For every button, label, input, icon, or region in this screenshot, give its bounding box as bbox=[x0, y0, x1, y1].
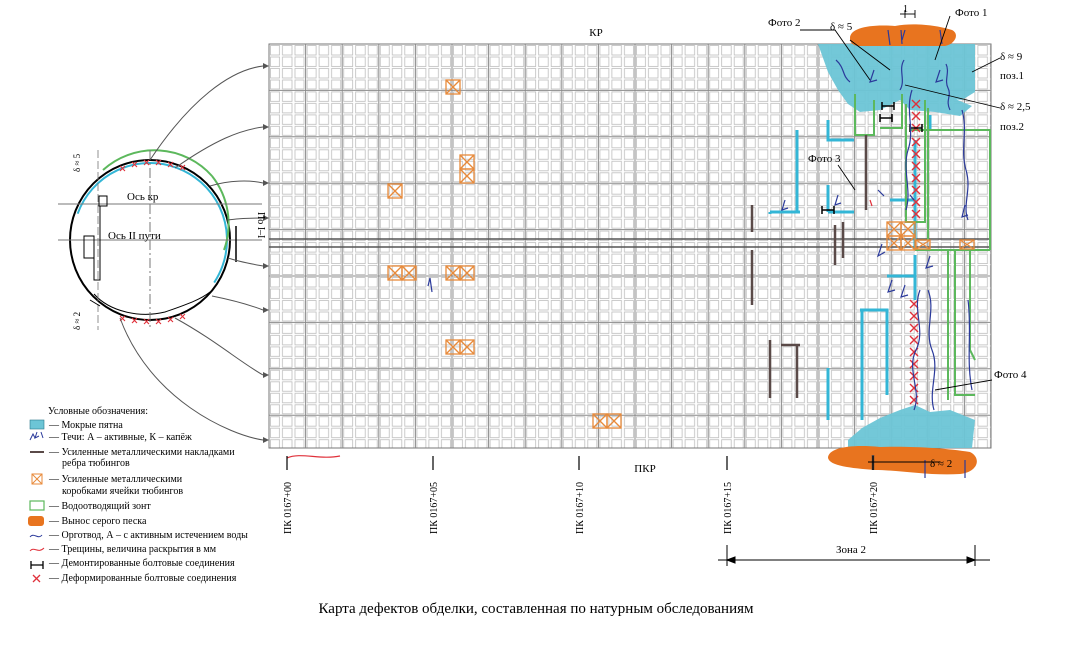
station-label: ПК 0167+10 bbox=[575, 482, 586, 534]
legend-wet-swatch bbox=[29, 419, 45, 430]
station-label: ПК 0167+05 bbox=[429, 482, 440, 534]
callout-leaders bbox=[800, 10, 1001, 463]
wet-spots bbox=[818, 44, 975, 448]
photo4-label: Фото 4 bbox=[994, 369, 1027, 381]
legend-item: — Усиленные металлическими bbox=[48, 474, 183, 485]
ring-delta-bottom: δ ≈ 2 bbox=[72, 312, 82, 330]
photo2-label: Фото 2 bbox=[768, 17, 800, 29]
legend-deformed-icon bbox=[32, 574, 41, 583]
legend-item: — Демонтированные болтовые соединения bbox=[48, 558, 235, 569]
cracks bbox=[835, 29, 973, 411]
legend-item: — Мокрые пятна bbox=[48, 420, 123, 431]
station-labels: ПК 0167+00 ПК 0167+05 ПК 0167+10 ПК 0167… bbox=[283, 482, 880, 534]
zone-label: Зона 2 bbox=[836, 544, 866, 556]
legend-item-cont: ребра тюбингов bbox=[62, 458, 130, 469]
section-label: По I–I bbox=[255, 212, 266, 238]
reinforced-boxes bbox=[387, 79, 975, 429]
legend-item: — Усиленные металлическими накладками bbox=[48, 447, 235, 458]
zone-dimension bbox=[718, 545, 990, 566]
legend-item: — Деформированные болтовые соединения bbox=[48, 573, 237, 584]
pos1-label: поз.1 bbox=[1000, 70, 1024, 82]
top-label: КР bbox=[589, 27, 602, 39]
connector-arcs bbox=[119, 63, 269, 443]
legend-umbrella-swatch bbox=[29, 500, 45, 511]
axis-track-label: Ось II пути bbox=[108, 230, 161, 242]
map-delta-right-2: δ ≈ 2,5 bbox=[1000, 101, 1031, 113]
legend-title: Условные обозначения: bbox=[48, 406, 148, 417]
pos2-label: поз.2 bbox=[1000, 121, 1024, 133]
ring-delta-top: δ ≈ 5 bbox=[72, 153, 82, 172]
legend-box-icon bbox=[31, 473, 43, 485]
map-delta-right-1: δ ≈ 9 bbox=[1000, 51, 1023, 63]
photo1-label: Фото 1 bbox=[955, 7, 987, 19]
station-label: ПК 0167+00 bbox=[283, 482, 294, 534]
figure-caption: Карта дефектов обделки, составленная по … bbox=[318, 601, 754, 617]
legend-leak-icon bbox=[29, 431, 44, 441]
legend-drain-icon bbox=[29, 534, 43, 538]
map-delta-bottom: δ ≈ 2 bbox=[930, 458, 952, 470]
legend-sand-swatch bbox=[28, 516, 44, 526]
station-label: ПК 0167+15 bbox=[723, 482, 734, 534]
map-delta-top: δ ≈ 5 bbox=[830, 21, 853, 33]
red-cracks bbox=[286, 199, 873, 459]
legend-item: — Водоотводящий зонт bbox=[48, 501, 151, 512]
legend-item: — Вынос серого песка bbox=[48, 516, 147, 527]
map-labels: КР ПКР Ось кр Ось II пути По I–I Зона 2 … bbox=[72, 4, 1031, 556]
photo3-label: Фото 3 bbox=[808, 153, 841, 165]
legend-item: — Орготвод, А – с активным истечением во… bbox=[48, 530, 248, 541]
legend-dismantled-icon bbox=[30, 561, 44, 569]
axis-kr-label: Ось кр bbox=[127, 191, 159, 203]
small-scale-label: 1 bbox=[903, 4, 908, 15]
legend: Условные обозначения: — Мокрые пятна — Т… bbox=[28, 406, 248, 584]
station-label: ПК 0167+20 bbox=[869, 482, 880, 534]
leak-marks bbox=[427, 29, 969, 478]
legend-crack-icon bbox=[29, 547, 45, 552]
station-ticks bbox=[286, 456, 874, 470]
legend-item-cont: коробками ячейки тюбингов bbox=[62, 486, 183, 497]
dismantled-bolts bbox=[821, 102, 923, 214]
bottom-label: ПКР bbox=[634, 463, 655, 475]
legend-item: — Трещины, величина раскрытия в мм bbox=[48, 544, 217, 555]
legend-item: — Течи: А – активные, К – капёж bbox=[48, 432, 192, 443]
blue-bands bbox=[768, 115, 932, 420]
